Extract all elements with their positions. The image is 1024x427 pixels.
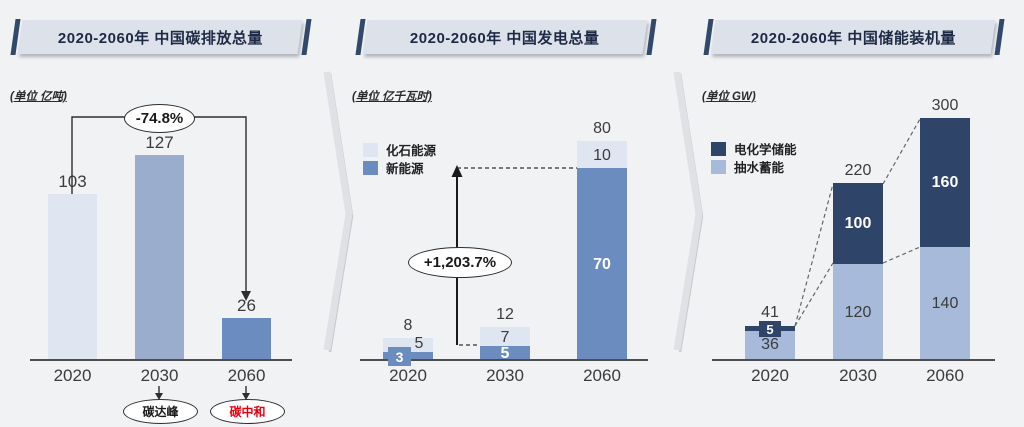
header-accent-right [646, 19, 657, 55]
chevron-divider-shadow [678, 73, 704, 353]
legend-label-electrochemical: 电化学储能 [734, 143, 797, 157]
seg-label-2020-fossil: 5 [414, 335, 424, 352]
x-axis [30, 359, 292, 361]
milestone-carbon-neutral: 碳中和 [210, 399, 285, 424]
legend-swatch-pumped-hydro [711, 159, 726, 174]
bar-2030-pumped-hydro [833, 264, 883, 360]
bar-2030-newenergy [480, 346, 530, 360]
bar-2030-electrochemical [833, 183, 883, 264]
total-label-2060: 300 [931, 97, 959, 114]
connector-2020-2030-boundary [794, 262, 834, 327]
value-label-2020: 103 [58, 172, 87, 191]
axis-label-2020: 2020 [53, 366, 92, 385]
bar-2030-fossil [480, 327, 530, 346]
value-label-2060: 26 [237, 296, 256, 315]
panel-header: 2020-2060年 中国发电总量 [362, 20, 648, 54]
unit-label: (单位 亿千瓦时) [352, 91, 432, 103]
seg-label-2020-pumped: 36 [761, 336, 779, 353]
seg-label-2030-electrochemical: 100 [844, 215, 872, 232]
panel-header: 2020-2060年 中国碳排放总量 [17, 20, 303, 54]
legend-item-pumped-hydro: 抽水蓄能 [711, 157, 784, 176]
connector-2030-2060-top [882, 118, 921, 185]
axis-label-2060: 2060 [926, 366, 964, 385]
bar-2060-electrochemical [920, 118, 970, 247]
total-label-2020: 8 [403, 317, 413, 334]
connector-2020-2030-top [794, 183, 834, 327]
panel-title: 2020-2060年 中国碳排放总量 [57, 29, 263, 47]
total-label-2030: 220 [844, 162, 872, 179]
total-label-2060: 80 [593, 120, 611, 137]
connector-2030-2060-boundary [882, 246, 921, 264]
legend-label-newenergy: 新能源 [386, 162, 424, 176]
legend-label-fossil: 化石能源 [386, 144, 437, 158]
chevron-divider-shadow [328, 73, 354, 353]
seg-label-2030-pumped: 120 [844, 304, 872, 321]
unit-label: (单位 亿吨) [10, 91, 67, 103]
axis-label-2030: 2030 [839, 366, 877, 385]
bar-2020 [48, 194, 97, 360]
axis-label-2020: 2020 [751, 366, 789, 385]
chevron-divider-2 [673, 71, 703, 351]
panel-title: 2020-2060年 中国发电总量 [410, 29, 600, 47]
bar-2030 [135, 155, 184, 360]
axis-label-2030: 2030 [486, 366, 524, 385]
seg-label-2060-fossil: 10 [593, 147, 611, 164]
seg-label-2060-electrochemical: 160 [931, 174, 959, 191]
total-label-2030: 12 [496, 306, 514, 323]
axis-label-2060: 2060 [583, 366, 621, 385]
milestone-carbon-peak: 碳达峰 [123, 399, 198, 424]
legend-swatch-fossil [363, 142, 378, 157]
bar-2060-pumped-hydro [920, 247, 970, 360]
panel-header: 2020-2060年 中国储能装机量 [710, 20, 996, 54]
legend-item-newenergy: 新能源 [363, 158, 424, 177]
legend-item-electrochemical: 电化学储能 [711, 139, 797, 158]
x-axis [360, 359, 648, 361]
seg-label-2060-newenergy: 70 [593, 256, 611, 273]
header-accent-right [994, 19, 1005, 55]
x-axis [712, 359, 995, 361]
legend-item-fossil: 化石能源 [363, 140, 436, 159]
panel-title: 2020-2060年 中国储能装机量 [750, 29, 956, 47]
bar-2060-newenergy [577, 168, 627, 360]
seg-badge-2020-electrochemical: 5 [759, 321, 781, 337]
chevron-divider-1 [323, 71, 353, 351]
seg-badge-2020-newenergy: 3 [388, 347, 411, 366]
value-label-2030: 127 [145, 133, 174, 152]
change-annotation-ellipse: -74.8% [124, 104, 195, 133]
axis-label-2030: 2030 [140, 366, 179, 385]
growth-annotation-ellipse: +1,203.7% [408, 247, 512, 278]
up-arrowhead-icon [451, 165, 463, 177]
legend-swatch-newenergy [363, 160, 378, 175]
axis-label-2020: 2020 [389, 366, 427, 385]
unit-label: (单位 GW) [702, 91, 756, 103]
header-accent-right [301, 19, 312, 55]
seg-label-2030-fossil: 7 [500, 329, 510, 346]
seg-label-2060-pumped: 140 [931, 295, 959, 312]
bar-2060 [222, 318, 271, 360]
legend-label-pumped-hydro: 抽水蓄能 [734, 161, 785, 175]
legend-swatch-electrochemical [711, 141, 726, 156]
total-label-2020: 41 [761, 304, 779, 321]
axis-label-2060: 2060 [227, 366, 266, 385]
bar-2060-fossil [577, 141, 627, 168]
seg-label-2030-newenergy: 5 [500, 345, 510, 362]
